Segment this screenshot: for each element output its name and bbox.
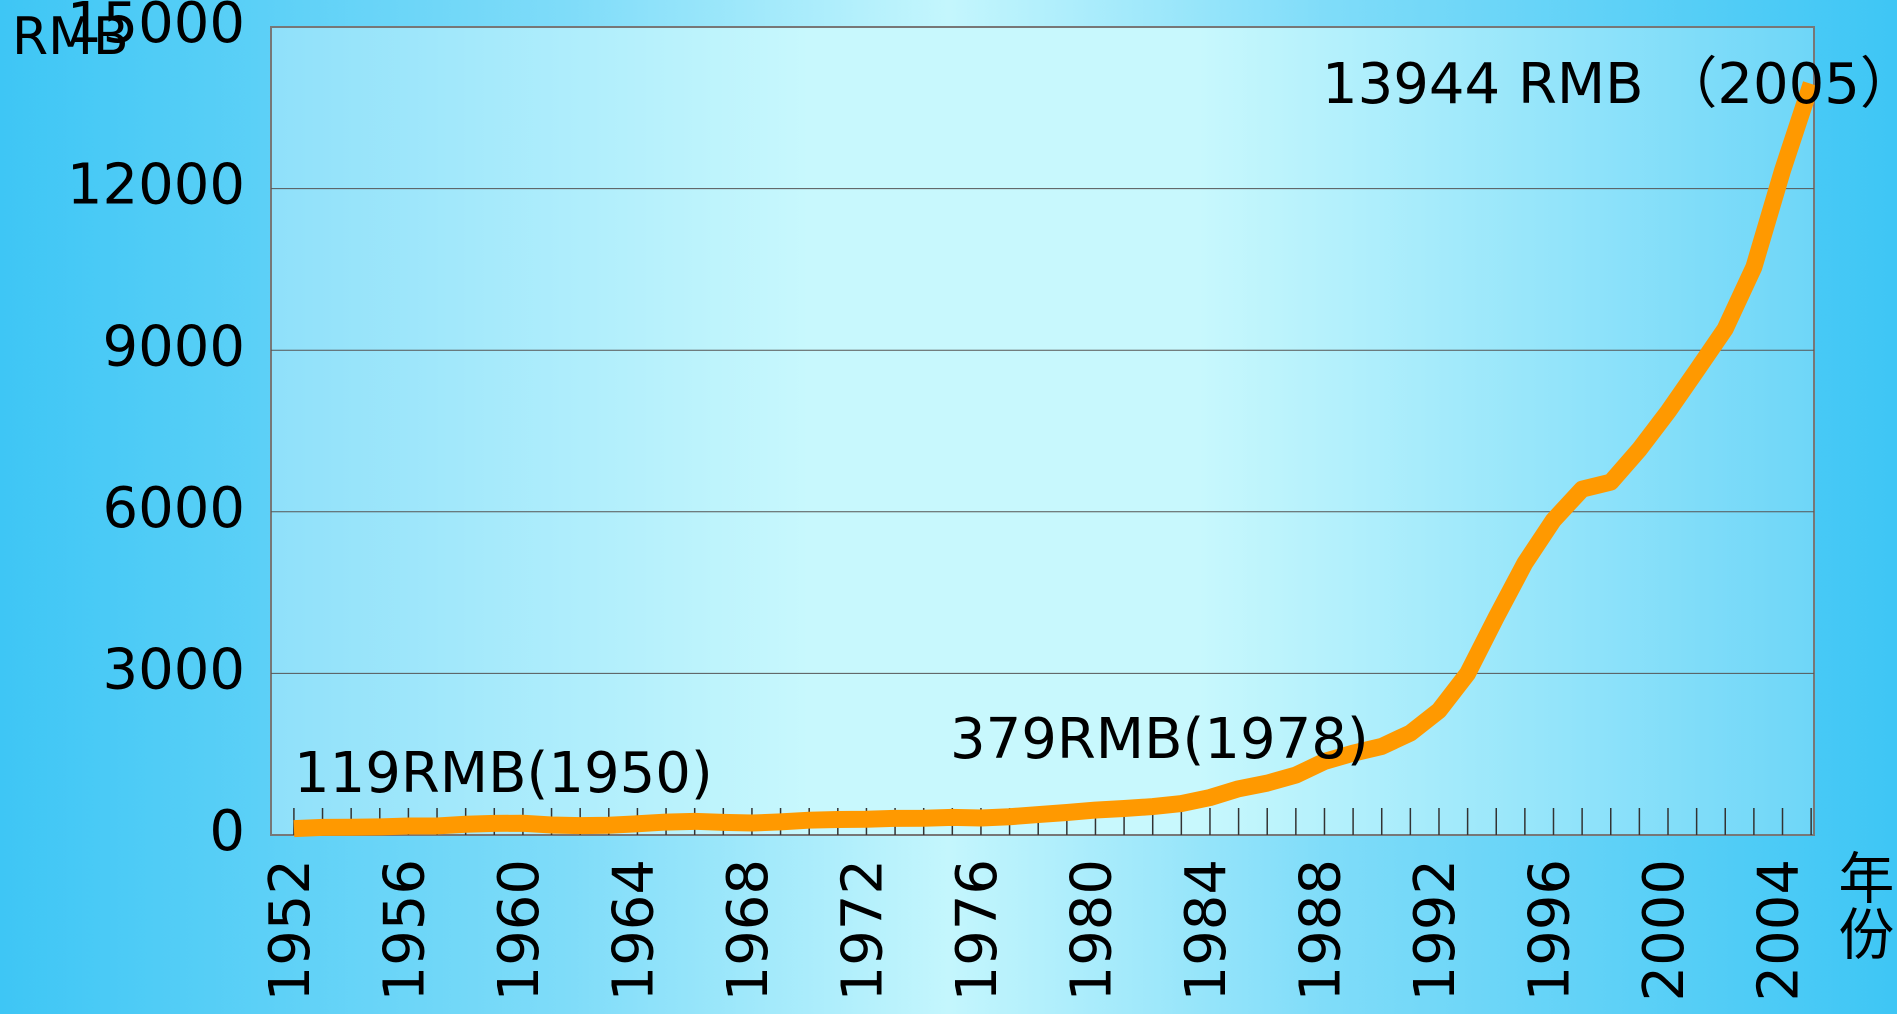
x-tick-label: 1972: [831, 859, 896, 1002]
x-tick-label: 1952: [258, 859, 323, 1002]
annotation: 13944 RMB （2005）: [1322, 52, 1897, 117]
x-tick-label: 1984: [1174, 859, 1239, 1002]
x-tick-label: 1996: [1518, 859, 1583, 1002]
y-tick-label: 3000: [102, 638, 245, 703]
x-tick-label: 1968: [716, 859, 781, 1002]
y-tick-label: 9000: [102, 314, 245, 379]
x-tick-label: 1992: [1403, 859, 1468, 1002]
y-tick-label: 6000: [102, 476, 245, 541]
x-tick-label: 1976: [945, 859, 1010, 1002]
x-tick-label: 1980: [1060, 859, 1125, 1002]
x-tick-label: 2004: [1747, 859, 1812, 1002]
x-tick-label: 1988: [1289, 859, 1354, 1002]
x-tick-label: 2000: [1632, 859, 1697, 1002]
plot-area: [270, 26, 1815, 836]
x-tick-label: 1956: [373, 859, 438, 1002]
y-tick-label: 12000: [67, 153, 245, 218]
annotation: 119RMB(1950): [294, 741, 713, 806]
x-axis-label: 年份: [1829, 849, 1894, 961]
y-tick-label: 0: [209, 799, 245, 864]
annotation: 379RMB(1978): [950, 707, 1369, 772]
y-tick-label: 15000: [67, 0, 245, 56]
line-series: [293, 81, 1820, 838]
x-tick-label: 1964: [602, 859, 667, 1002]
y-axis-label: RMB: [12, 7, 129, 67]
x-tick-label: 1960: [487, 859, 552, 1002]
